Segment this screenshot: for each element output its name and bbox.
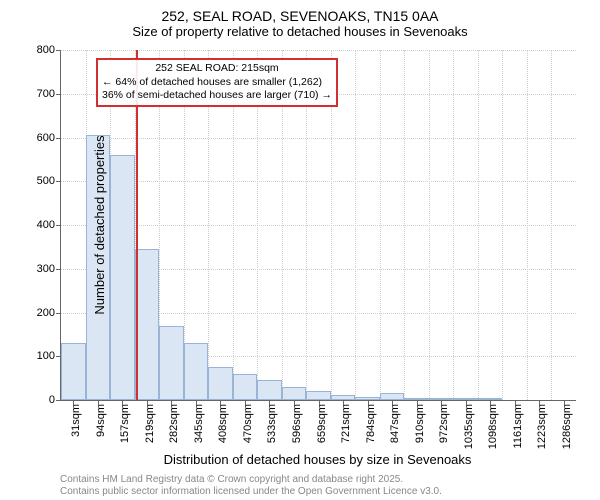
- histogram-bar: [61, 343, 86, 400]
- plot-region: 010020030040050060070080031sqm94sqm157sq…: [60, 50, 576, 401]
- histogram-bar: [208, 367, 233, 400]
- x-tick-label: 1286sqm: [561, 404, 573, 449]
- grid-line-v: [355, 50, 356, 400]
- x-tick-label: 910sqm: [414, 404, 426, 443]
- histogram-bar: [110, 155, 135, 400]
- annotation-box: 252 SEAL ROAD: 215sqm← 64% of detached h…: [96, 58, 338, 107]
- grid-line-v: [551, 50, 552, 400]
- x-tick-label: 282sqm: [168, 404, 180, 443]
- chart-area: 010020030040050060070080031sqm94sqm157sq…: [60, 50, 575, 400]
- x-tick-label: 659sqm: [316, 404, 328, 443]
- x-tick-label: 219sqm: [144, 404, 156, 443]
- grid-line-h: [61, 138, 576, 139]
- grid-line-v: [453, 50, 454, 400]
- histogram-bar: [184, 343, 209, 400]
- x-tick-label: 157sqm: [119, 404, 131, 443]
- grid-line-v: [404, 50, 405, 400]
- grid-line-h: [61, 50, 576, 51]
- chart-container: 252, SEAL ROAD, SEVENOAKS, TN15 0AA Size…: [0, 0, 600, 500]
- x-tick-label: 31sqm: [70, 404, 82, 437]
- annotation-line-2: 36% of semi-detached houses are larger (…: [102, 89, 332, 103]
- x-tick-label: 847sqm: [389, 404, 401, 443]
- y-tick-label: 600: [37, 132, 61, 144]
- footer-attribution: Contains HM Land Registry data © Crown c…: [60, 474, 442, 498]
- x-tick-label: 470sqm: [242, 404, 254, 443]
- footer-line-2: Contains public sector information licen…: [60, 486, 442, 498]
- grid-line-h: [61, 181, 576, 182]
- x-tick-label: 1161sqm: [512, 404, 524, 448]
- y-tick-label: 800: [37, 44, 61, 56]
- y-tick-label: 0: [49, 394, 61, 406]
- x-tick-label: 408sqm: [217, 404, 229, 443]
- grid-line-h: [61, 225, 576, 226]
- x-tick-label: 94sqm: [95, 404, 107, 437]
- histogram-bar: [257, 380, 282, 400]
- grid-line-v: [527, 50, 528, 400]
- histogram-bar: [282, 387, 307, 400]
- grid-line-v: [502, 50, 503, 400]
- y-tick-label: 100: [37, 350, 61, 362]
- y-tick-label: 200: [37, 307, 61, 319]
- footer-line-1: Contains HM Land Registry data © Crown c…: [60, 474, 442, 486]
- x-tick-label: 1035sqm: [463, 404, 475, 449]
- grid-line-v: [380, 50, 381, 400]
- histogram-bar: [159, 326, 184, 400]
- x-tick-label: 596sqm: [291, 404, 303, 443]
- annotation-title: 252 SEAL ROAD: 215sqm: [102, 62, 332, 76]
- x-tick-label: 1223sqm: [536, 404, 548, 449]
- x-tick-label: 784sqm: [365, 404, 377, 443]
- y-tick-label: 300: [37, 263, 61, 275]
- x-tick-label: 1098sqm: [487, 404, 499, 449]
- grid-line-v: [429, 50, 430, 400]
- histogram-bar: [306, 391, 331, 400]
- y-tick-label: 500: [37, 175, 61, 187]
- histogram-bar: [135, 249, 160, 400]
- annotation-line-1: ← 64% of detached houses are smaller (1,…: [102, 76, 332, 90]
- grid-line-v: [478, 50, 479, 400]
- y-tick-label: 400: [37, 219, 61, 231]
- y-axis-label: Number of detached properties: [92, 135, 107, 314]
- x-tick-label: 345sqm: [193, 404, 205, 443]
- x-tick-label: 972sqm: [438, 404, 450, 443]
- x-tick-label: 721sqm: [340, 404, 352, 443]
- histogram-bar: [233, 374, 258, 400]
- x-axis-label: Distribution of detached houses by size …: [60, 452, 575, 467]
- page-title: 252, SEAL ROAD, SEVENOAKS, TN15 0AA: [0, 0, 600, 24]
- x-tick-label: 533sqm: [266, 404, 278, 443]
- y-tick-label: 700: [37, 88, 61, 100]
- page-subtitle: Size of property relative to detached ho…: [0, 24, 600, 43]
